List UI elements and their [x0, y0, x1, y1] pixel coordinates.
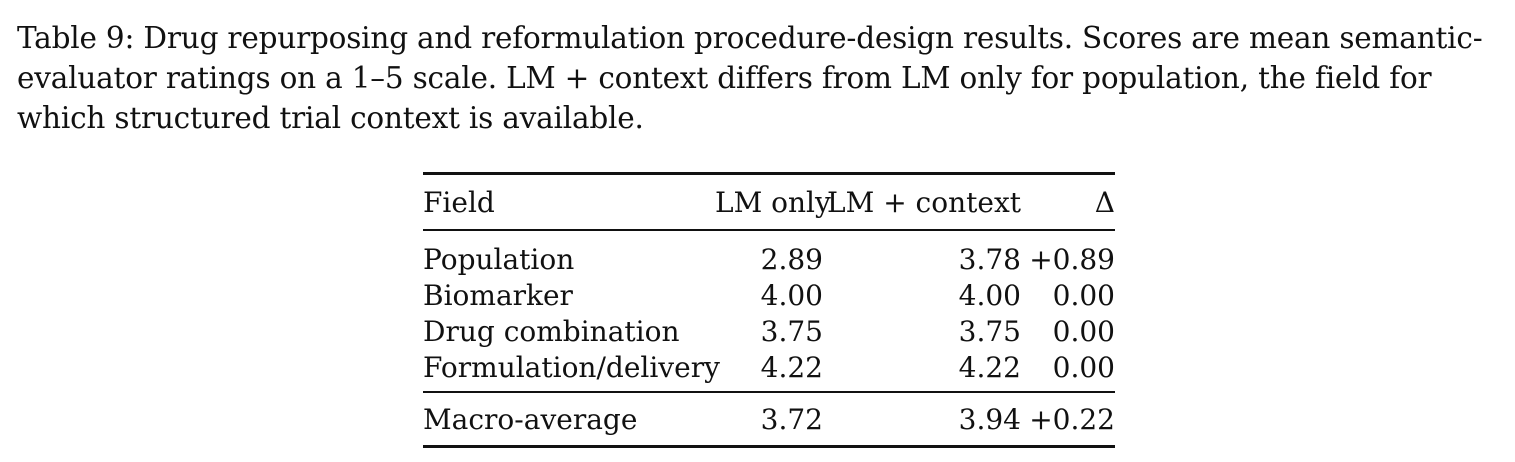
table-row: Formulation/delivery 4.22 4.22 0.00	[423, 349, 1115, 392]
footer-delta: +0.22	[1021, 391, 1115, 448]
cell-lm-only: 4.00	[760, 278, 823, 312]
cell-field: Formulation/delivery	[423, 350, 720, 384]
cell-delta: +0.89	[1029, 242, 1115, 276]
header-lm-context: LM + context	[823, 172, 1021, 231]
header-delta: Δ	[1021, 172, 1115, 231]
table-row: Biomarker 4.00 4.00 0.00	[423, 277, 1115, 313]
footer-field: Macro-average	[423, 391, 715, 448]
header-field: Field	[423, 172, 715, 231]
footer-lm-only: 3.72	[715, 391, 823, 448]
cell-delta: 0.00	[1052, 278, 1115, 312]
cell-lm-only: 3.75	[760, 314, 823, 348]
table-row: Drug combination 3.75 3.75 0.00	[423, 313, 1115, 349]
cell-lm-context: 4.00	[958, 278, 1021, 312]
table-row: Population 2.89 3.78 +0.89	[423, 230, 1115, 277]
cell-delta: 0.00	[1052, 314, 1115, 348]
cell-lm-context: 4.22	[958, 350, 1021, 384]
footer-lm-context: 3.94	[823, 391, 1021, 448]
cell-lm-only: 2.89	[760, 242, 823, 276]
cell-delta: 0.00	[1052, 350, 1115, 384]
cell-field: Biomarker	[423, 278, 573, 312]
table-footer-row: Macro-average 3.72 3.94 +0.22	[423, 391, 1115, 448]
cell-lm-only: 4.22	[760, 350, 823, 384]
header-lm-only: LM only	[715, 172, 831, 231]
cell-field: Population	[423, 242, 575, 276]
table-header-row: Field LM only LM + context Δ	[423, 172, 1115, 231]
cell-lm-context: 3.78	[958, 242, 1021, 276]
table-caption: Table 9: Drug repurposing and reformulat…	[17, 21, 1483, 135]
results-table: Field LM only LM + context Δ Population …	[423, 172, 1115, 448]
cell-field: Drug combination	[423, 314, 680, 348]
results-table-container: Field LM only LM + context Δ Population …	[423, 172, 1115, 448]
cell-lm-context: 3.75	[958, 314, 1021, 348]
